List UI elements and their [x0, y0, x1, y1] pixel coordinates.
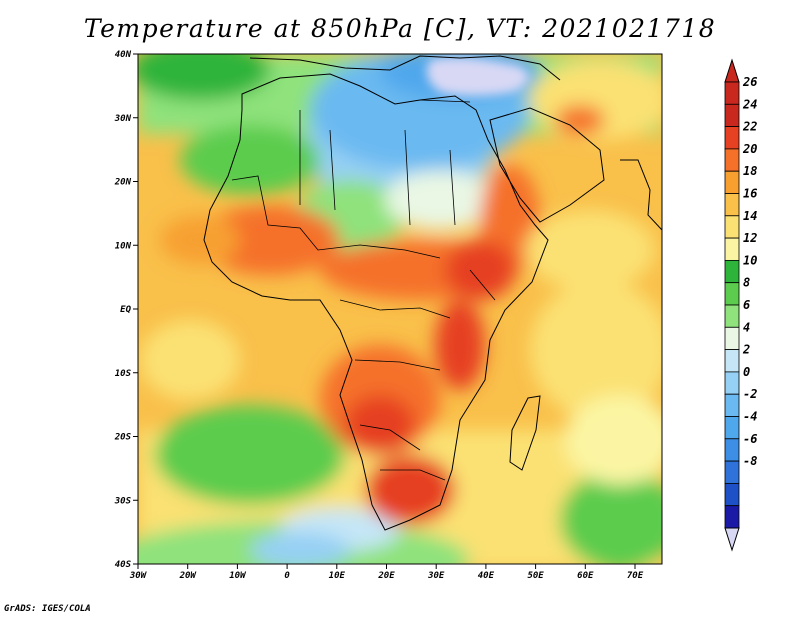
lon-tick-label: 10W — [229, 571, 247, 581]
colorbar-swatch — [724, 126, 740, 150]
colorbar-swatch — [724, 282, 740, 306]
arabia-coastline — [489, 107, 605, 223]
europe-coastline — [249, 55, 561, 81]
colorbar-swatch — [724, 237, 740, 261]
lat-tick-label: 20N — [114, 178, 132, 188]
colorbar-label: 10 — [743, 253, 757, 267]
colorbar-swatch — [724, 215, 740, 239]
colorbar-swatch — [724, 259, 740, 284]
colorbar-label: 22 — [742, 120, 757, 134]
colorbar-swatch — [724, 416, 740, 440]
colorbar-label: -6 — [743, 432, 757, 446]
lat-tick-label: 40N — [115, 50, 132, 60]
colorbar-swatch — [724, 482, 740, 507]
colorbar-label: 26 — [742, 75, 757, 89]
colorbar-swatch — [724, 326, 740, 350]
colorbar-over-triangle — [724, 58, 740, 83]
credit-label: GrADS: IGES/COLA — [4, 604, 91, 614]
lon-tick-label: 60E — [577, 571, 594, 581]
madagascar-coastline — [509, 395, 541, 471]
colorbar-label: -8 — [743, 454, 757, 468]
colorbar-swatch — [724, 81, 740, 105]
lat-tick-label: 40S — [115, 560, 132, 570]
lon-tick-label: 20E — [377, 571, 395, 581]
colorbar-swatch — [724, 393, 740, 417]
colorbar-label: 4 — [743, 320, 750, 334]
colorbar-label: 12 — [743, 231, 757, 245]
lat-tick-label: EQ — [120, 305, 131, 315]
colorbar-swatch — [724, 193, 740, 217]
colorbar-label: 8 — [743, 276, 750, 290]
africa-coastline — [203, 73, 549, 531]
india-coastline — [620, 159, 662, 231]
lon-tick-label: 40E — [478, 571, 495, 581]
colorbar-label: 16 — [743, 187, 757, 201]
lon-tick-label: 70E — [627, 571, 644, 581]
map-title: Temperature at 850hPa [C], VT: 202102171… — [83, 14, 717, 43]
temperature-field — [138, 54, 662, 564]
coastlines — [203, 55, 662, 531]
colorbar-label: -4 — [743, 410, 757, 424]
lon-tick-label: 30E — [427, 571, 445, 581]
colorbar-swatch — [724, 170, 740, 194]
lon-tick-label: 50E — [527, 571, 544, 581]
lon-tick-label: 0 — [284, 571, 290, 581]
colorbar-label: 20 — [742, 142, 757, 156]
colorbar-swatch — [724, 304, 740, 328]
colorbar-swatch — [724, 438, 740, 462]
colorbar-label: 24 — [742, 97, 757, 111]
lon-tick-label: 10E — [329, 571, 346, 581]
lat-tick-label: 30S — [114, 496, 132, 506]
lat-tick-label: 20S — [114, 433, 132, 443]
lon-tick-label: 20W — [179, 571, 198, 581]
colorbar-swatch — [724, 103, 740, 128]
colorbar-label: 18 — [743, 164, 757, 178]
lon-tick-label: 30W — [129, 571, 148, 581]
colorbar-under-triangle — [724, 527, 740, 552]
colorbar-label: -2 — [743, 387, 757, 401]
lat-tick-label: 10N — [115, 241, 132, 251]
colorbar-swatch — [724, 505, 740, 529]
colorbar-label: 6 — [743, 298, 750, 312]
colorbar-swatch — [724, 371, 740, 395]
colorbar-swatch — [724, 148, 740, 172]
colorbar-label: 2 — [742, 343, 750, 357]
lat-tick-label: 30N — [114, 114, 132, 124]
lat-tick-label: 10S — [115, 369, 132, 379]
colorbar-label: 14 — [743, 209, 757, 223]
borders — [231, 99, 496, 481]
colorbar-label: 0 — [743, 365, 750, 379]
colorbar-swatch — [724, 460, 740, 484]
colorbar-swatch — [724, 349, 740, 373]
